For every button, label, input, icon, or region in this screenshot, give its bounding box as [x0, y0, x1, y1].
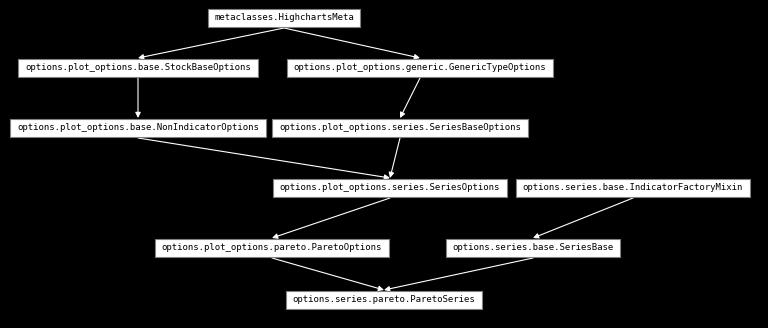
FancyBboxPatch shape	[273, 179, 507, 196]
FancyBboxPatch shape	[155, 239, 389, 256]
FancyBboxPatch shape	[207, 10, 360, 27]
FancyBboxPatch shape	[286, 59, 553, 76]
Text: options.plot_options.base.NonIndicatorOptions: options.plot_options.base.NonIndicatorOp…	[17, 124, 259, 133]
FancyBboxPatch shape	[18, 59, 258, 76]
Text: options.plot_options.pareto.ParetoOptions: options.plot_options.pareto.ParetoOption…	[162, 243, 382, 253]
FancyBboxPatch shape	[286, 292, 482, 309]
Text: options.plot_options.base.StockBaseOptions: options.plot_options.base.StockBaseOptio…	[25, 64, 251, 72]
Text: options.series.base.IndicatorFactoryMixin: options.series.base.IndicatorFactoryMixi…	[523, 183, 743, 193]
FancyBboxPatch shape	[10, 119, 266, 136]
FancyBboxPatch shape	[516, 179, 750, 196]
Text: options.series.base.SeriesBase: options.series.base.SeriesBase	[452, 243, 614, 253]
Text: options.plot_options.series.SeriesOptions: options.plot_options.series.SeriesOption…	[280, 183, 500, 193]
Text: options.series.pareto.ParetoSeries: options.series.pareto.ParetoSeries	[293, 296, 475, 304]
Text: options.plot_options.generic.GenericTypeOptions: options.plot_options.generic.GenericType…	[293, 64, 546, 72]
FancyBboxPatch shape	[445, 239, 621, 256]
FancyBboxPatch shape	[272, 119, 528, 136]
Text: options.plot_options.series.SeriesBaseOptions: options.plot_options.series.SeriesBaseOp…	[279, 124, 521, 133]
Text: metaclasses.HighchartsMeta: metaclasses.HighchartsMeta	[214, 13, 354, 23]
